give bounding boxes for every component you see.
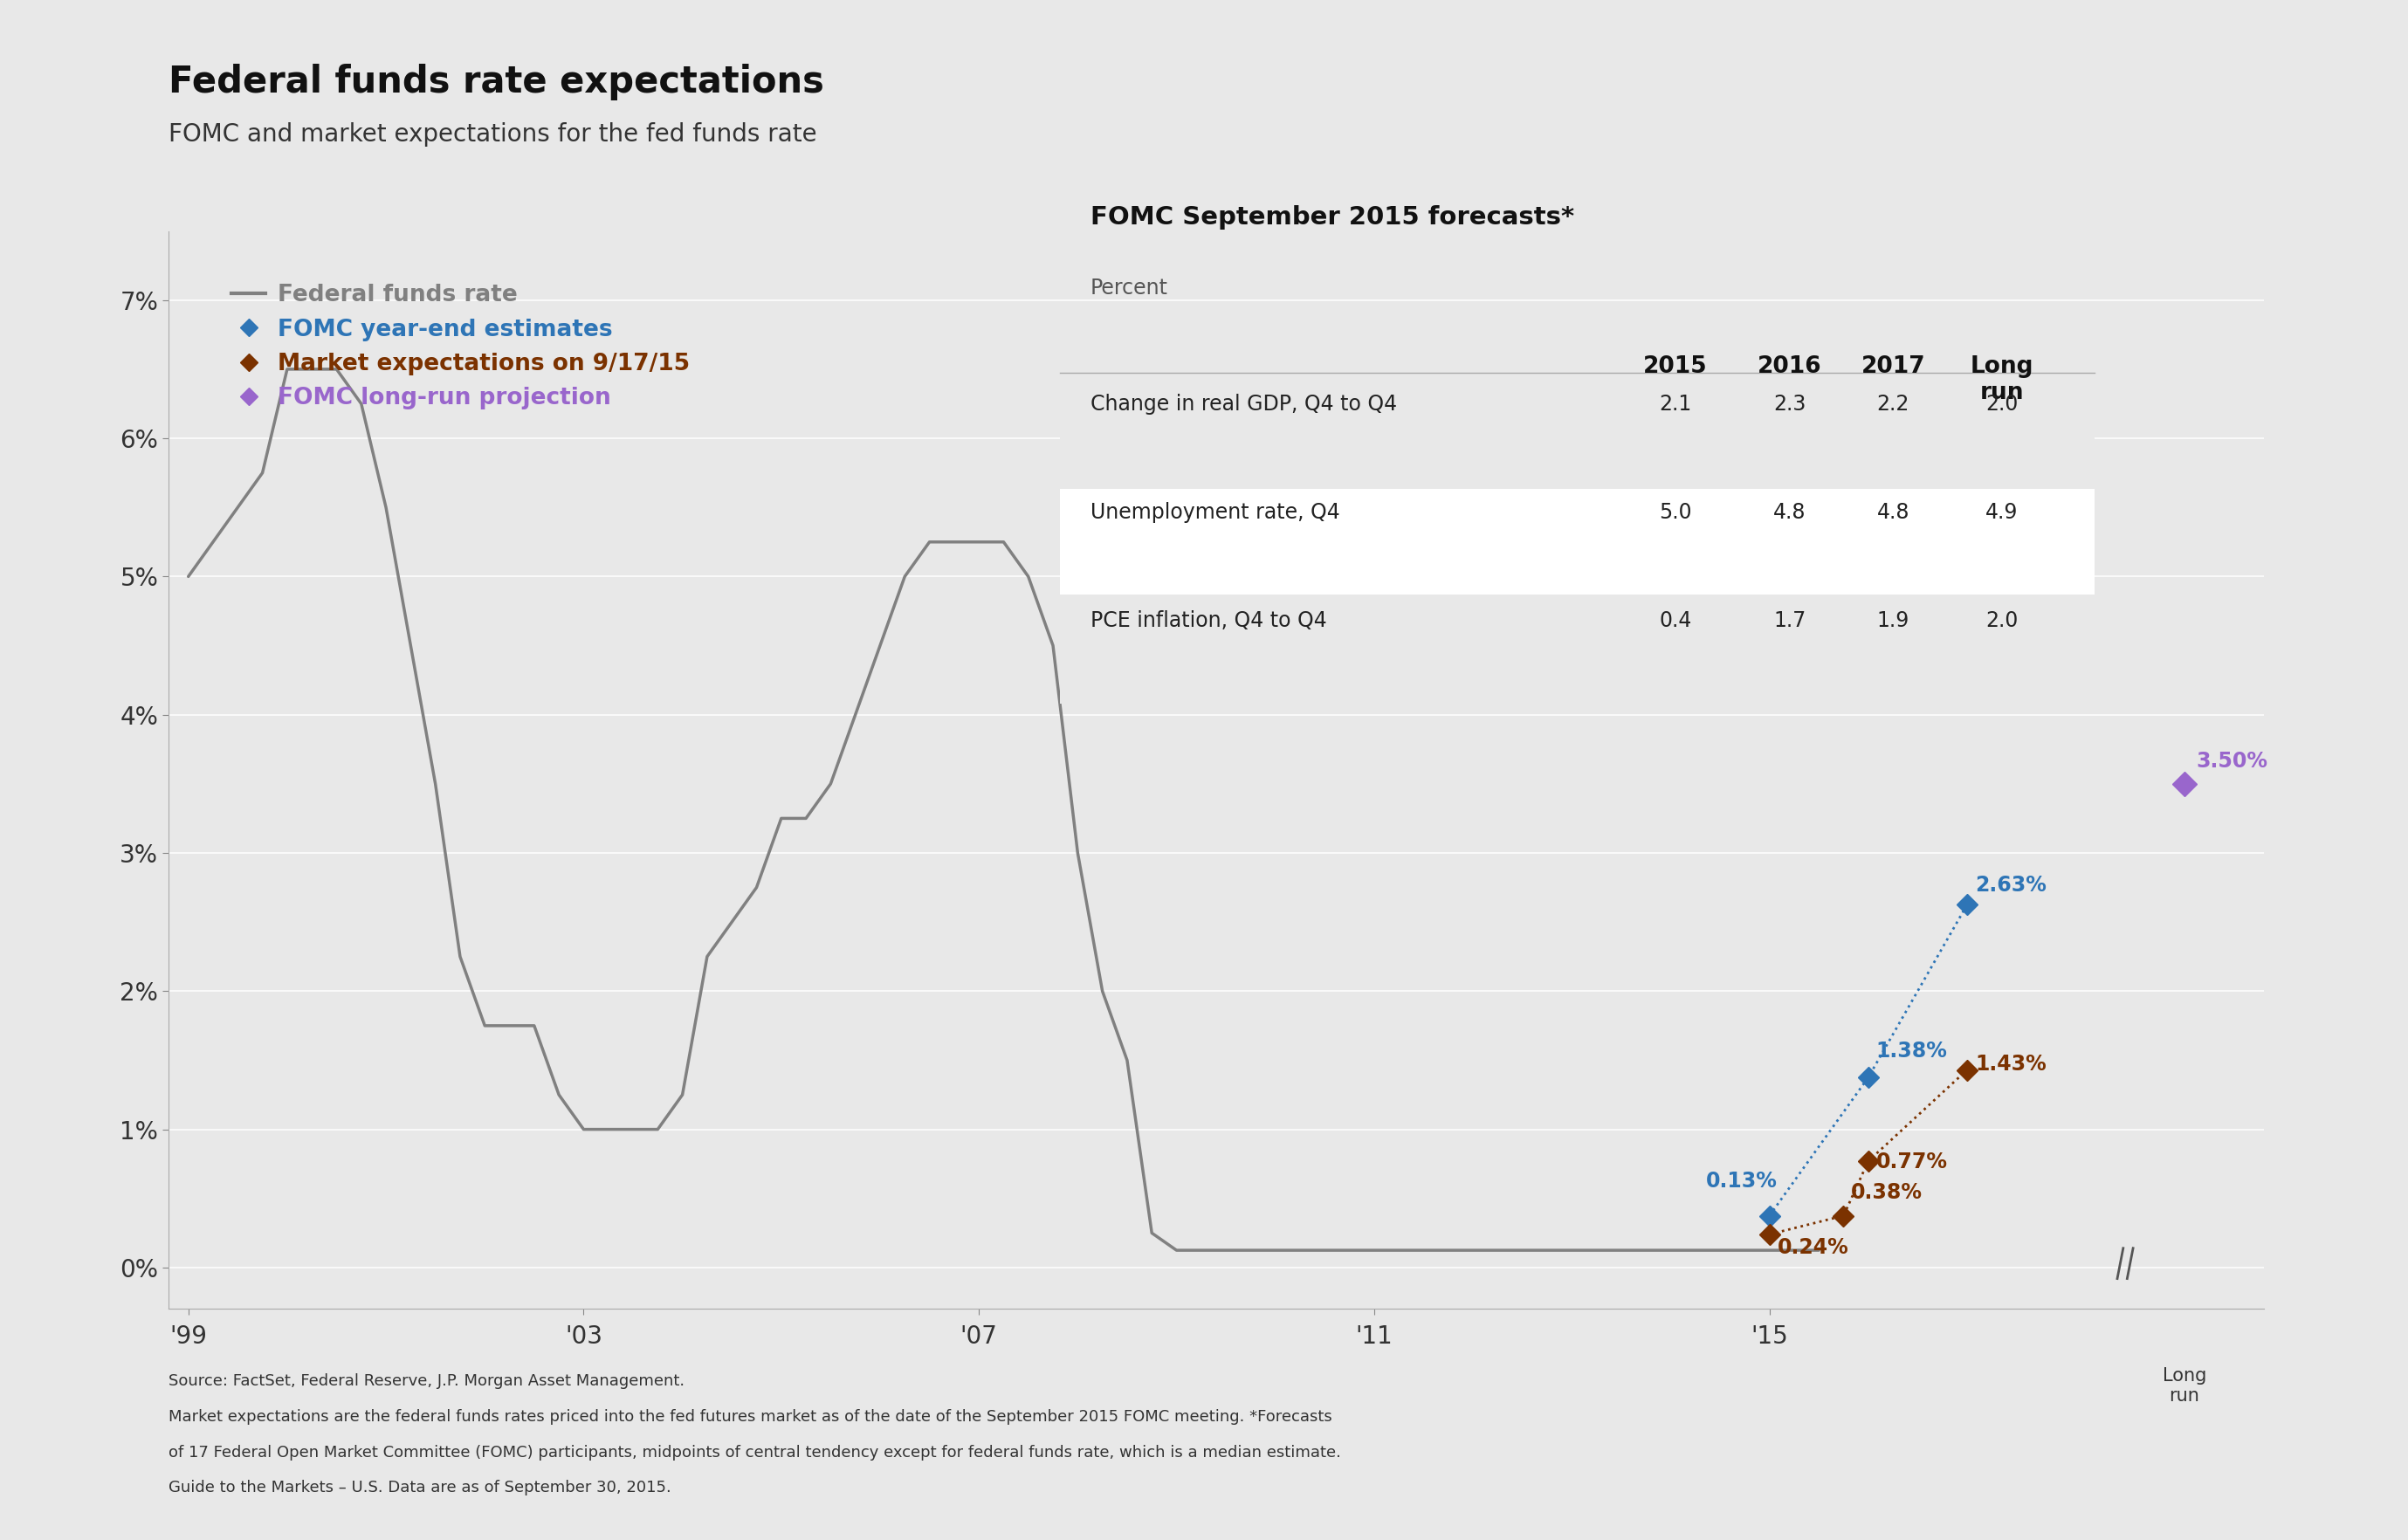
Legend: Federal funds rate, FOMC year-end estimates, Market expectations on 9/17/15, FOM: Federal funds rate, FOMC year-end estima… xyxy=(222,274,698,419)
Text: 2015: 2015 xyxy=(1645,356,1707,377)
Text: 4.8: 4.8 xyxy=(1772,502,1806,524)
Text: 1.38%: 1.38% xyxy=(1876,1041,1948,1063)
Text: 2017: 2017 xyxy=(1861,356,1924,377)
Text: Percent: Percent xyxy=(1091,277,1168,299)
Text: 0.38%: 0.38% xyxy=(1849,1181,1922,1203)
Text: 5.0: 5.0 xyxy=(1659,502,1693,524)
Text: FOMC September 2015 forecasts*: FOMC September 2015 forecasts* xyxy=(1091,205,1575,229)
Text: 2.3: 2.3 xyxy=(1772,394,1806,414)
Text: 1.43%: 1.43% xyxy=(1975,1053,2047,1075)
Text: Unemployment rate, Q4: Unemployment rate, Q4 xyxy=(1091,502,1341,524)
Text: Market expectations are the federal funds rates priced into the fed futures mark: Market expectations are the federal fund… xyxy=(169,1409,1332,1425)
Text: of 17 Federal Open Market Committee (FOMC) participants, midpoints of central te: of 17 Federal Open Market Committee (FOM… xyxy=(169,1445,1341,1460)
Text: 0.24%: 0.24% xyxy=(1777,1237,1849,1258)
Text: Long
run: Long run xyxy=(2162,1368,2206,1404)
Text: 2.0: 2.0 xyxy=(1987,394,2018,414)
Text: 2.0: 2.0 xyxy=(1987,610,2018,631)
Text: 1.7: 1.7 xyxy=(1772,610,1806,631)
Text: 2016: 2016 xyxy=(1758,356,1820,377)
Text: Guide to the Markets – U.S. Data are as of September 30, 2015.: Guide to the Markets – U.S. Data are as … xyxy=(169,1480,672,1495)
Text: 4.8: 4.8 xyxy=(1876,502,1910,524)
Text: 2.1: 2.1 xyxy=(1659,394,1693,414)
Text: 4.9: 4.9 xyxy=(1987,502,2018,524)
FancyBboxPatch shape xyxy=(1060,598,2095,704)
Text: Change in real GDP, Q4 to Q4: Change in real GDP, Q4 to Q4 xyxy=(1091,394,1397,414)
Text: 0.77%: 0.77% xyxy=(1876,1152,1948,1172)
FancyBboxPatch shape xyxy=(1060,380,2095,487)
Text: FOMC and market expectations for the fed funds rate: FOMC and market expectations for the fed… xyxy=(169,122,816,146)
Text: Source: FactSet, Federal Reserve, J.P. Morgan Asset Management.: Source: FactSet, Federal Reserve, J.P. M… xyxy=(169,1374,684,1389)
Text: 0.13%: 0.13% xyxy=(1705,1170,1777,1192)
Text: 1.9: 1.9 xyxy=(1876,610,1910,631)
Text: 2.63%: 2.63% xyxy=(1975,875,2047,896)
FancyBboxPatch shape xyxy=(1060,490,2095,594)
Text: 3.50%: 3.50% xyxy=(2196,750,2268,772)
Text: Long
run: Long run xyxy=(1970,356,2032,403)
Text: PCE inflation, Q4 to Q4: PCE inflation, Q4 to Q4 xyxy=(1091,610,1327,631)
Text: 0.4: 0.4 xyxy=(1659,610,1693,631)
Text: 2.2: 2.2 xyxy=(1876,394,1910,414)
Text: Federal funds rate expectations: Federal funds rate expectations xyxy=(169,63,824,100)
